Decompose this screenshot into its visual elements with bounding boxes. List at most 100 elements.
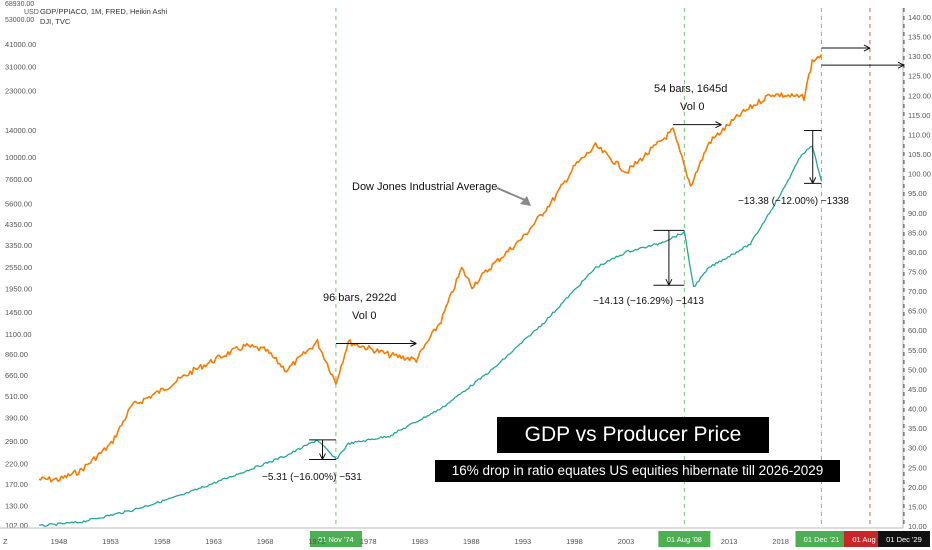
range-label-1-line2: Vol 0 [352, 310, 376, 322]
left-tick-label: 5600.00 [5, 200, 32, 209]
marker-label: 01 Dec '29 [886, 535, 922, 544]
x-tick-label: 1973 [308, 537, 325, 546]
x-tick-label: 2018 [772, 537, 789, 546]
top-value: 68930.00 [5, 1, 35, 8]
left-axis-ticks: 41000.00 31000.00 23000.00 14000.00 10000.00… [5, 40, 36, 530]
drop-box-1-head [319, 453, 326, 460]
projection-arrow-1-head [863, 44, 871, 52]
marker-badge [877, 531, 930, 547]
left-tick-label: 23000.00 [5, 86, 36, 95]
right-tick-label: 70.00 [908, 287, 927, 296]
right-tick-label: 75.00 [908, 268, 927, 277]
drop-box-3-head [809, 177, 817, 184]
x-tick-label: 2003 [618, 537, 635, 546]
left-tick-label: 31000.00 [5, 62, 36, 71]
left-tick-label: 1950.00 [5, 284, 32, 293]
x-tick-label: 1948 [51, 537, 68, 546]
right-tick-label: 30.00 [908, 444, 927, 453]
left-tick-label: 860.00 [5, 350, 28, 359]
right-tick-label: 50.00 [908, 365, 927, 374]
left-tick-label: 390.00 [5, 413, 28, 422]
overlay-title: GDP vs Producer Price Index [497, 417, 769, 482]
marker-label: 01 Aug '26 [852, 535, 887, 544]
left-tick-label: 4350.00 [5, 220, 32, 229]
ratio-series-line [38, 145, 823, 527]
right-tick-label: 45.00 [908, 385, 927, 394]
right-tick-label: 120.00 [908, 91, 931, 100]
right-tick-label: 100.00 [908, 170, 931, 179]
right-tick-label: 85.00 [908, 228, 927, 237]
right-tick-label: 20.00 [908, 483, 927, 492]
left-tick-label: 10000.00 [5, 153, 36, 162]
drop-box-2-head [665, 278, 673, 286]
left-tick-label: 130.00 [5, 502, 28, 511]
x-zero-label: Z [3, 537, 8, 546]
x-tick-label: 1978 [360, 537, 377, 546]
dow-label: Dow Jones Industrial Average [352, 181, 497, 193]
right-tick-label: 65.00 [908, 307, 927, 316]
left-tick-label: 170.00 [5, 480, 28, 489]
marker-label: 01 Nov '74 [318, 535, 354, 544]
range-arrow-2-head [715, 121, 722, 129]
x-tick-label: 1958 [154, 537, 171, 546]
x-tick-label: 1993 [515, 537, 532, 546]
right-tick-label: 35.00 [908, 424, 927, 433]
dow-series-line [38, 54, 823, 483]
pointer-arrow [496, 187, 526, 201]
overlay-subtitle: 16% drop in ratio equates US equities hi… [435, 460, 840, 482]
marker-label: 01 Aug '08 [667, 535, 702, 544]
x-tick-label: 1983 [411, 537, 428, 546]
left-tick-label: 220.00 [5, 459, 28, 468]
projection-arrow-2-head [897, 61, 905, 69]
right-tick-label: 110.00 [908, 130, 930, 139]
index-line: DJI, TVC [40, 17, 71, 26]
pointer-arrow-head [520, 196, 531, 206]
x-tick-label: 2013 [721, 537, 738, 546]
range-label-1-line1: 96 bars, 2922d [323, 292, 396, 304]
right-tick-label: 10.00 [908, 522, 927, 531]
right-tick-label: 60.00 [908, 326, 927, 335]
right-tick-label: 115.00 [908, 111, 930, 120]
drop-label-1: −5.31 (−16.00%) −531 [262, 472, 362, 483]
right-axis-ticks: 140.00 135.00 130.00 125.00 120.00 115.00 110.… [0, 8, 931, 531]
right-tick-label: 125.00 [908, 72, 931, 81]
right-tick-label: 90.00 [908, 209, 927, 218]
drop-label-2: −14.13 (−16.29%) −1413 [593, 296, 704, 307]
x-tick-label: 1988 [463, 537, 480, 546]
marker-badge [795, 531, 848, 547]
right-tick-label: 55.00 [908, 346, 927, 355]
left-tick-label: 7600.00 [5, 175, 32, 184]
left-tick-label: 660.00 [5, 371, 28, 380]
usd-label: USD [24, 9, 39, 16]
marker-badge [658, 531, 711, 547]
x-tick-label: 1968 [257, 537, 274, 546]
left-tick-label: 14000.00 [5, 126, 36, 135]
range-arrow-1-head [410, 340, 417, 347]
top-value-2: 53000.00 [5, 17, 35, 24]
right-tick-label: 15.00 [908, 502, 927, 511]
right-tick-label: 25.00 [908, 463, 927, 472]
measure-tools [309, 44, 905, 460]
right-tick-label: 40.00 [908, 405, 927, 414]
right-tick-label: 95.00 [908, 189, 927, 198]
drop-label-3: −13.38 (−12.00%) −1338 [738, 196, 849, 207]
left-tick-label: 3350.00 [5, 241, 32, 250]
marker-label: 01 Dec '21 [804, 535, 840, 544]
range-label-2-line2: Vol 0 [680, 101, 704, 113]
right-tick-label: 105.00 [908, 150, 931, 159]
right-tick-label: 130.00 [908, 52, 931, 61]
symbol-line: GDP/PPIACO, 1M, FRED, Heikin Ashi [40, 7, 168, 16]
left-tick-label: 510.00 [5, 392, 28, 401]
x-tick-label: 1998 [566, 537, 583, 546]
left-tick-label: 102.00 [5, 521, 28, 530]
left-tick-label: 290.00 [5, 437, 28, 446]
left-tick-label: 1450.00 [5, 308, 32, 317]
series-group [38, 54, 823, 527]
x-axis-ticks: Z 1948 1953 1958 1963 1968 1973 1978 1983 1988 199… [3, 537, 789, 546]
left-tick-label: 2550.00 [5, 263, 32, 272]
marker-badge [309, 531, 362, 547]
right-tick-label: 135.00 [908, 33, 931, 42]
left-tick-label: 1100.00 [5, 330, 32, 339]
x-tick-label: 1953 [102, 537, 119, 546]
